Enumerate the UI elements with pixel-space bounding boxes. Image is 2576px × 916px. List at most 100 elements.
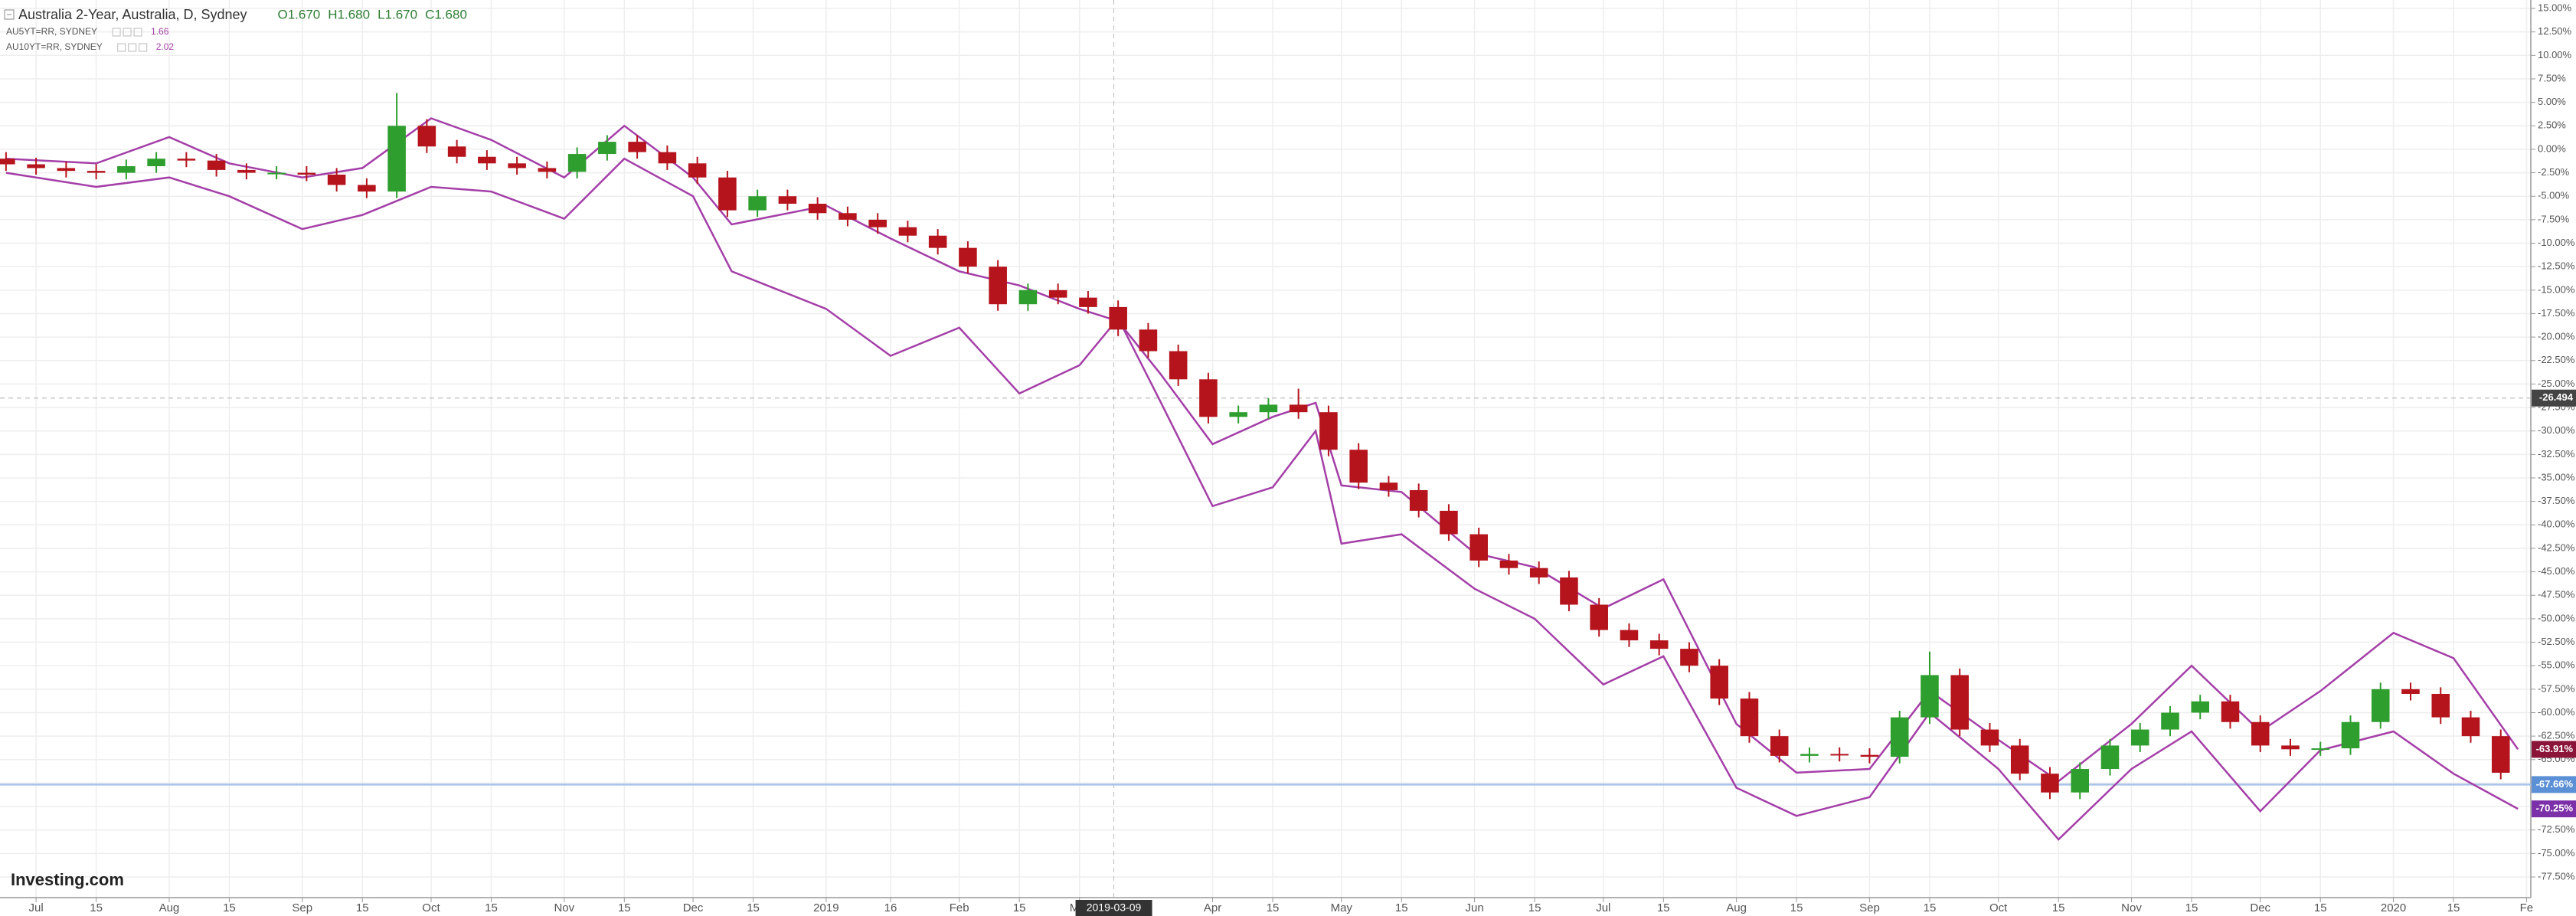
x-tick-label: Oct xyxy=(1989,901,2008,914)
x-tick-label: 15 xyxy=(1013,901,1026,914)
x-tick-label: Jul xyxy=(29,901,44,914)
collapse-icon[interactable] xyxy=(4,9,15,20)
candle-body xyxy=(327,175,346,185)
candle-body xyxy=(598,142,616,155)
candle-body xyxy=(417,126,436,147)
candle-body xyxy=(207,160,226,170)
candle-body xyxy=(989,267,1007,305)
candle-body xyxy=(1590,604,1608,630)
x-tick-label: 15 xyxy=(2185,901,2198,914)
series-line xyxy=(5,157,2519,841)
x-tick-label: 15 xyxy=(1395,901,1408,914)
candle-body xyxy=(1740,698,1759,737)
y-tick-label: -15.00% xyxy=(2538,283,2575,295)
candle-body xyxy=(898,227,917,236)
candle-body xyxy=(1440,510,1458,535)
candle-body xyxy=(2100,745,2120,770)
candle-body xyxy=(1921,675,1939,718)
marker-box xyxy=(2532,800,2576,818)
candle-body xyxy=(2491,736,2510,773)
candle-body xyxy=(1710,666,1728,699)
x-tick-label: 16 xyxy=(884,901,897,914)
y-tick-label: -47.50% xyxy=(2538,589,2575,600)
candle-body xyxy=(1048,290,1067,298)
candle-body xyxy=(2071,769,2089,793)
candle-body xyxy=(117,165,136,173)
x-tick-label: Nov xyxy=(2121,901,2142,914)
price-label: -26.494 xyxy=(2539,391,2574,403)
candle-body xyxy=(1860,754,1879,757)
x-tick-label: 15 xyxy=(1657,901,1670,914)
marker-box xyxy=(2532,776,2576,793)
candle-body xyxy=(267,172,286,175)
candle-body xyxy=(1620,630,1639,641)
legend-icon[interactable] xyxy=(139,43,148,52)
x-tick-label: 15 xyxy=(1924,901,1937,914)
y-tick-label: 2.50% xyxy=(2538,119,2566,131)
y-tick-label: -5.00% xyxy=(2538,190,2570,201)
y-tick-label: 0.00% xyxy=(2538,142,2566,154)
x-tick-label: 15 xyxy=(485,901,498,914)
y-tick-label: -35.00% xyxy=(2538,471,2575,483)
candle-body xyxy=(1109,306,1127,330)
candle-body xyxy=(1680,649,1698,666)
candle-body xyxy=(1229,412,1247,417)
x-tick-label: 15 xyxy=(2447,901,2460,914)
y-tick-label: 15.00% xyxy=(2538,2,2572,13)
y-tick-label: -45.00% xyxy=(2538,565,2575,577)
y-tick-label: -60.00% xyxy=(2538,706,2575,718)
ohlc-value: L1.670 xyxy=(378,7,417,21)
x-tick-label: 15 xyxy=(90,901,103,914)
candle-body xyxy=(2341,721,2360,749)
x-tick-label: Sep xyxy=(1859,901,1880,914)
candle-body xyxy=(1199,379,1218,417)
candle-body xyxy=(1379,483,1398,490)
y-tick-label: -30.00% xyxy=(2538,424,2575,436)
y-tick-label: -22.50% xyxy=(2538,354,2575,365)
candle-body xyxy=(1469,534,1488,561)
candle-body xyxy=(2401,689,2420,694)
x-tick-label: Jul xyxy=(1596,901,1610,914)
legend-icon[interactable] xyxy=(133,28,142,37)
candle-body xyxy=(447,146,466,157)
y-tick-label: -25.00% xyxy=(2538,378,2575,389)
candle-body xyxy=(1409,489,1428,511)
candle-body xyxy=(0,159,15,165)
candle-body xyxy=(2461,717,2480,737)
candle-body xyxy=(387,126,406,192)
y-tick-label: 5.00% xyxy=(2538,96,2566,107)
y-tick-label: -72.50% xyxy=(2538,823,2575,835)
ohlc-value: O1.670 xyxy=(278,7,321,21)
candle-body xyxy=(2281,745,2300,750)
x-tick-label: Dec xyxy=(2250,901,2270,914)
candle-body xyxy=(2161,712,2179,730)
y-tick-label: -52.50% xyxy=(2538,636,2575,647)
candle-body xyxy=(1319,412,1338,450)
legend-icon[interactable] xyxy=(128,43,137,52)
candle-body xyxy=(1139,329,1158,352)
candle-body xyxy=(2431,693,2450,718)
legend-icon[interactable] xyxy=(112,28,121,37)
legend-name: AU5YT=RR, SYDNEY xyxy=(6,26,97,37)
y-tick-label: 10.00% xyxy=(2538,49,2572,61)
candle-body xyxy=(147,159,165,166)
candle-body xyxy=(1169,351,1188,380)
candle-body xyxy=(1079,297,1097,307)
candle-body xyxy=(1560,577,1578,605)
legend-icon[interactable] xyxy=(117,43,126,52)
x-tick-label: 2020 xyxy=(2381,901,2406,914)
price-box xyxy=(2532,389,2576,407)
legend-icon[interactable] xyxy=(123,28,132,37)
logo: Investing.com xyxy=(11,870,124,889)
x-tick-label: 15 xyxy=(618,901,631,914)
marker-label: -63.91% xyxy=(2536,743,2574,754)
candle-body xyxy=(2041,774,2059,793)
candle-body xyxy=(1800,754,1819,756)
x-tick-label: Aug xyxy=(159,901,180,914)
candle-body xyxy=(567,154,587,172)
x-tick-label: Oct xyxy=(422,901,440,914)
candle-body xyxy=(87,171,106,173)
candle-body xyxy=(688,163,707,178)
